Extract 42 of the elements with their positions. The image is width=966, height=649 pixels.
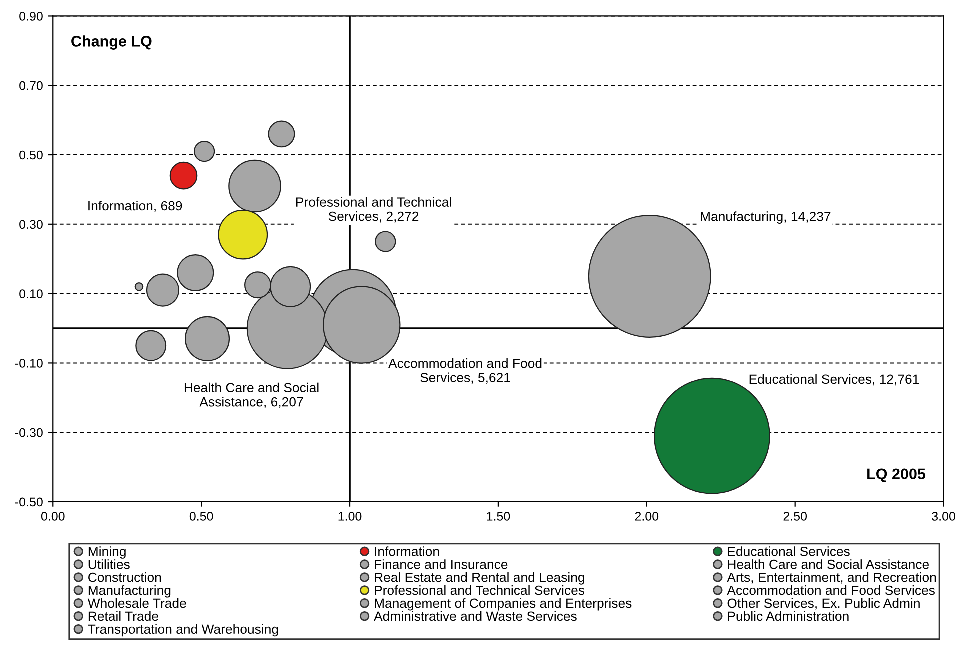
annotation: Information, 689: [88, 200, 182, 212]
legend-label: Retail Trade: [88, 611, 158, 622]
annotation: Accommodation and Food Services, 5,621: [388, 358, 542, 384]
y-tick-label: 0.70: [20, 81, 43, 90]
y-tick-label: 0.10: [20, 290, 43, 298]
legend-label: Wholesale Trade: [88, 598, 186, 608]
y-tick-label: -0.10: [15, 359, 43, 368]
annotation: Health Care and Social Assistance, 6,207: [184, 382, 319, 408]
legend-label: Transportation and Warehousing: [88, 624, 278, 637]
x-tick-label: 2.00: [635, 512, 659, 521]
legend-label: Other Services, Ex. Public Admin: [728, 598, 920, 610]
x-tick-label: 0.00: [41, 512, 65, 521]
legend-label: Manufacturing: [88, 585, 171, 598]
legend-label: Professional and Technical Services: [375, 585, 585, 596]
legend-label: Arts, Entertainment, and Recreation: [727, 572, 936, 584]
legend-label: Management of Companies and Enterprises: [375, 598, 632, 611]
x-tick-label: 0.50: [190, 512, 214, 521]
y-tick-label: 0.90: [20, 12, 43, 21]
x-axis-title: LQ 2005: [868, 468, 926, 482]
legend-label: Information: [375, 546, 440, 556]
legend-label: Administrative and Waste Services: [374, 611, 577, 622]
annotation: Professional and Technical Services, 2,272: [296, 197, 452, 223]
legend-label: Public Administration: [728, 611, 849, 622]
legend-label: Educational Services: [728, 546, 850, 556]
annotation: Manufacturing, 14,237: [701, 212, 831, 224]
y-tick-label: -0.30: [15, 428, 43, 438]
legend-label: Real Estate and Rental and Leasing: [375, 572, 584, 585]
y-tick-label: 0.50: [20, 150, 43, 160]
y-tick-label: 0.30: [20, 220, 43, 230]
x-tick-label: 1.50: [487, 512, 510, 521]
legend-label: Health Care and Social Assistance: [728, 560, 930, 570]
legend-label: Utilities: [88, 560, 130, 570]
y-tick-label: -0.50: [15, 498, 43, 507]
y-axis-title: Change LQ: [72, 36, 152, 50]
legend-label: Finance and Insurance: [375, 560, 508, 570]
annotation: Educational Services, 12,761: [750, 374, 920, 386]
x-tick-label: 2.50: [784, 512, 808, 521]
legend-label: Mining: [88, 546, 126, 559]
legend-label: Construction: [88, 572, 162, 582]
x-tick-label: 3.00: [932, 512, 956, 521]
x-tick-label: 1.00: [338, 512, 362, 521]
legend-label: Accommodation and Food Services: [727, 585, 935, 596]
